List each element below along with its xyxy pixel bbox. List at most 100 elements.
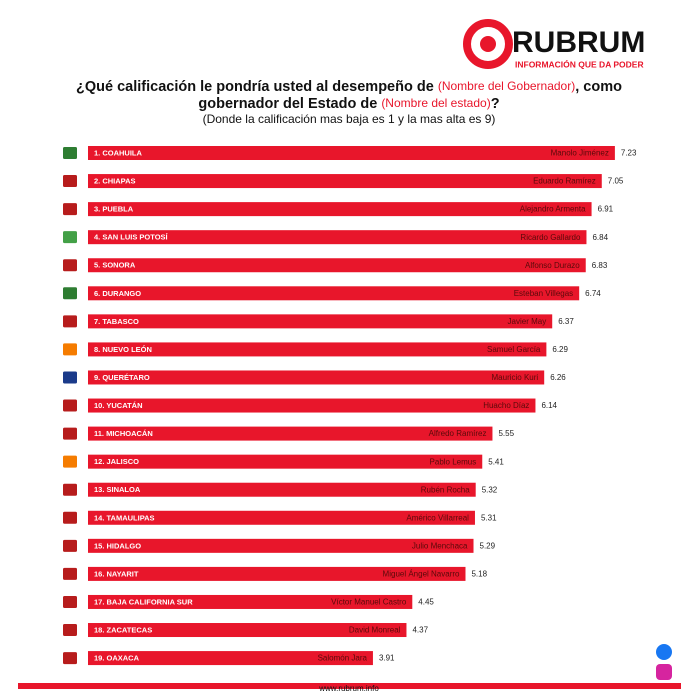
category-label: 1. COAHUILA	[94, 148, 143, 157]
title-part: gobernador del Estado de	[198, 96, 381, 112]
category-label: 10. YUCATÁN	[94, 401, 142, 410]
governor-name: Ricardo Gallardo	[520, 233, 581, 242]
category-label: 7. TABASCO	[94, 317, 139, 326]
governor-name: Salomón Jara	[318, 654, 368, 663]
icon	[63, 567, 77, 580]
category-label: 3. PUEBLA	[94, 205, 134, 214]
governor-name: Rubén Rocha	[421, 485, 470, 494]
footer-url: www.rubrum.info	[318, 684, 379, 693]
icon	[63, 147, 77, 159]
category-label: 8. NUEVO LEÓN	[94, 345, 152, 354]
bar	[88, 510, 475, 525]
governor-name: Manolo Jiménez	[551, 149, 609, 158]
bar	[88, 651, 373, 666]
bar	[88, 286, 580, 301]
value-label: 6.83	[592, 261, 608, 270]
governor-name: Mauricio Kuri	[492, 373, 539, 382]
title-highlight: (Nombre del estado)	[381, 96, 490, 110]
value-label: 6.91	[598, 205, 614, 214]
category-label: 15. HIDALGO	[94, 541, 141, 550]
governor-name: Víctor Manuel Castro	[331, 598, 407, 607]
value-label: 6.37	[558, 317, 574, 326]
category-label: 6. DURANGO	[94, 289, 141, 298]
icon	[63, 259, 77, 272]
title-line-1: ¿Qué calificación le pondría usted al de…	[76, 79, 622, 95]
icon	[63, 539, 77, 552]
governor-name: Julio Menchaca	[412, 541, 468, 550]
bar	[88, 314, 553, 329]
category-label: 11. MICHOACÁN	[94, 429, 153, 438]
governor-name: Esteban Villegas	[514, 289, 573, 298]
category-label: 9. QUERÉTARO	[94, 373, 150, 382]
icon	[63, 231, 77, 244]
governor-name: Alejandro Armenta	[520, 205, 586, 214]
title-highlight: (Nombre del Gobernador)	[438, 79, 575, 93]
bar	[88, 174, 602, 189]
value-label: 6.26	[550, 373, 566, 382]
icon	[63, 371, 77, 384]
value-label: 4.37	[412, 626, 428, 635]
bar	[88, 426, 493, 441]
icon	[63, 427, 77, 440]
governor-name: Alfredo Ramírez	[429, 429, 487, 438]
value-label: 7.05	[608, 177, 624, 186]
bar	[88, 594, 413, 609]
bar	[88, 202, 592, 217]
value-label: 7.23	[621, 149, 637, 158]
icon	[63, 287, 77, 300]
bar	[88, 623, 407, 638]
facebook-icon	[656, 644, 672, 660]
icon	[63, 455, 77, 468]
instagram-icon	[656, 664, 672, 680]
value-label: 6.74	[585, 289, 601, 298]
footer-bar	[18, 683, 681, 689]
category-label: 13. SINALOA	[94, 485, 141, 494]
category-label: 12. JALISCO	[94, 457, 139, 466]
title-part: ¿Qué calificación le pondría usted al de…	[76, 79, 438, 95]
bar	[88, 342, 547, 357]
governor-name: Eduardo Ramírez	[533, 177, 596, 186]
icon	[63, 399, 77, 412]
title-part: , como	[575, 79, 622, 95]
title-part: ?	[491, 96, 500, 112]
value-label: 5.18	[471, 570, 487, 579]
icon	[63, 343, 77, 356]
governor-name: Huacho Díaz	[483, 401, 529, 410]
value-label: 6.14	[541, 401, 557, 410]
bar	[88, 258, 586, 273]
bar	[88, 454, 483, 469]
governor-name: Samuel García	[487, 345, 541, 354]
governor-name: Pablo Lemus	[430, 457, 477, 466]
icon	[63, 483, 77, 496]
category-label: 19. OAXACA	[94, 654, 140, 663]
bar	[88, 566, 466, 581]
governor-name: Javier May	[508, 317, 547, 326]
icon	[63, 315, 77, 328]
value-label: 3.91	[379, 654, 395, 663]
brand-tagline: INFORMACIÓN QUE DA PODER	[515, 58, 644, 69]
icon	[63, 624, 77, 637]
value-label: 6.29	[552, 345, 568, 354]
bar	[88, 146, 615, 160]
bar	[88, 370, 545, 385]
logo-dot	[480, 36, 496, 52]
value-label: 5.32	[482, 485, 498, 494]
category-label: 17. BAJA CALIFORNIA SUR	[94, 597, 193, 606]
value-label: 6.84	[592, 233, 608, 242]
category-label: 5. SONORA	[94, 261, 136, 270]
subtitle: (Donde la calificación mas baja es 1 y l…	[203, 112, 496, 126]
category-label: 16. NAYARIT	[94, 569, 139, 578]
category-label: 18. ZACATECAS	[94, 626, 152, 635]
category-label: 14. TAMAULIPAS	[94, 513, 155, 522]
title-line-2: gobernador del Estado de (Nombre del est…	[198, 96, 499, 112]
governor-name: Miguel Ángel Navarro	[383, 570, 460, 579]
icon	[63, 652, 77, 665]
value-label: 5.41	[488, 457, 504, 466]
logo-ring	[463, 19, 513, 69]
icon	[63, 175, 77, 188]
category-label: 4. SAN LUIS POTOSÍ	[94, 233, 169, 242]
governor-name: David Monreal	[349, 626, 401, 635]
bar	[88, 230, 587, 245]
governor-name: Américo Villarreal	[406, 513, 469, 522]
